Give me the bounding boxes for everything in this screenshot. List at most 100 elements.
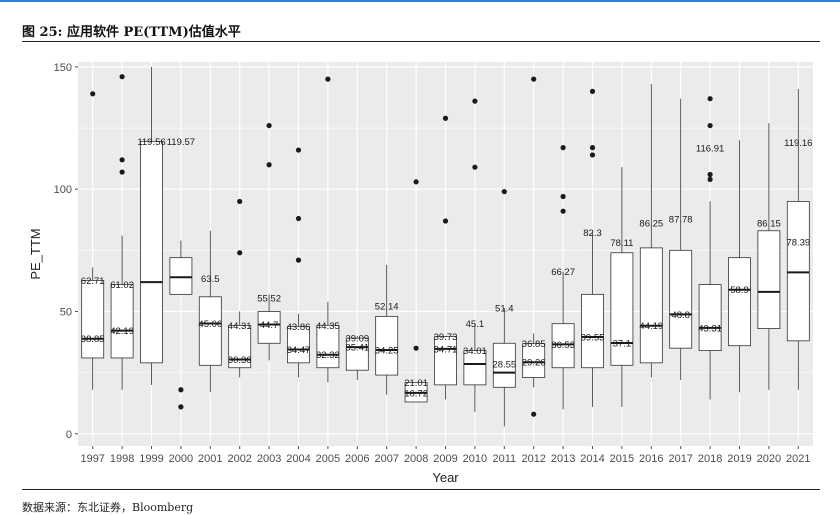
box-body [492,342,516,388]
data-label: 34.47 [287,345,311,356]
x-tick-label: 2000 [169,453,193,465]
box-2013 [551,145,575,410]
outlier-point [295,215,302,222]
data-label: 61.02 [110,280,134,291]
outlier-point [413,179,419,185]
box-2007 [375,265,399,395]
outlier-point [589,88,596,94]
x-tick-label: 2021 [786,453,810,465]
bottom-divider [22,489,820,490]
top-accent-rule [0,0,840,2]
data-label: 44.31 [228,321,252,332]
data-label: 34.01 [463,346,487,357]
box-body [581,293,604,369]
outlier-point [707,96,713,102]
data-label: 16.72 [404,388,428,399]
box-body [140,140,163,364]
outlier-point [442,115,449,121]
box-2004 [287,147,310,378]
data-label: 119.16 [784,138,812,149]
box-body [375,315,399,376]
outlier-point [266,162,272,168]
data-label: 45.06 [198,319,222,330]
box-2000 [169,240,193,410]
data-label: 44.7 [260,320,279,331]
x-tick-label: 2013 [551,453,575,465]
x-tick-label: 2012 [521,453,545,465]
x-tick-label: 2006 [345,453,369,465]
outlier-point [472,98,478,104]
data-label: 48.8 [671,310,690,321]
outlier-point [472,164,478,170]
box-body [81,279,105,359]
x-tick-label: 2011 [492,453,516,465]
x-tick-label: 2018 [698,453,722,465]
outlier-point [589,145,596,151]
data-label: 63.5 [201,274,220,285]
box-body [257,311,281,344]
outlier-point [560,208,566,214]
box-2017 [669,98,693,380]
y-tick-label: 150 [54,62,72,74]
box-body [728,257,751,347]
box-1999 [140,66,163,385]
data-label: 62.71 [81,276,105,287]
data-label: 39.73 [434,332,458,343]
outlier-point [531,76,537,82]
box-2018 [698,96,722,400]
x-tick-label: 1997 [80,453,104,465]
data-label: 37.1 [613,339,632,350]
outlier-point [501,189,507,195]
data-label: 51.4 [495,304,514,315]
box-body [169,257,193,295]
data-label: 66.27 [551,267,575,278]
x-tick-label: 2005 [316,453,340,465]
data-label: 39.55 [581,333,605,344]
data-label: 36.53 [551,340,575,351]
box-1997 [81,91,105,390]
box-body [110,284,134,359]
box-body [786,201,810,342]
figure-title: 图 25: 应用软件 PE(TTM)估值水平 [22,25,241,40]
x-tick-label: 2002 [227,453,251,465]
box-body [287,326,310,364]
x-tick-label: 1999 [139,453,163,465]
source-note: 数据来源：东北证券，Bloomberg [22,501,194,514]
data-label: 28.55 [492,359,516,370]
boxplot-chart: 62.71 38.85 61.02 42.19 119.56 119.57 63.5 45.0… [28,62,813,485]
data-label: 29.26 [522,358,546,369]
data-label: 58.9 [730,285,749,296]
box-series [81,66,810,427]
data-label: 39.09 [345,334,369,345]
box-2021 [786,88,810,390]
outlier-point [119,74,125,80]
box-1998 [110,74,134,390]
data-label: 35.41 [345,343,369,354]
outlier-point [295,147,302,153]
y-axis-title: PE_TTM [28,228,43,279]
outlier-point [707,176,713,183]
x-tick-label: 2016 [639,453,663,465]
data-label: 43.86 [287,322,311,333]
data-label: 86.15 [757,219,781,230]
outlier-point [531,411,537,417]
outlier-point [560,193,566,200]
outlier-point [442,218,449,224]
data-label: 52.14 [375,302,399,313]
data-label: 44.19 [639,321,663,332]
box-2020 [757,123,781,390]
outlier-point [119,169,125,175]
box-2005 [316,76,340,383]
box-body [757,230,781,329]
data-label: 32.32 [316,350,340,361]
x-tick-label: 2015 [610,453,634,465]
y-tick-label: 0 [66,429,72,441]
data-label: 43.31 [698,323,722,334]
x-tick-label: 2017 [668,453,692,465]
box-2010 [463,98,487,412]
outlier-point [413,345,419,351]
box-2014 [581,88,604,407]
box-body [316,324,340,369]
outlier-point [237,198,243,205]
x-tick-label: 2003 [257,453,281,465]
